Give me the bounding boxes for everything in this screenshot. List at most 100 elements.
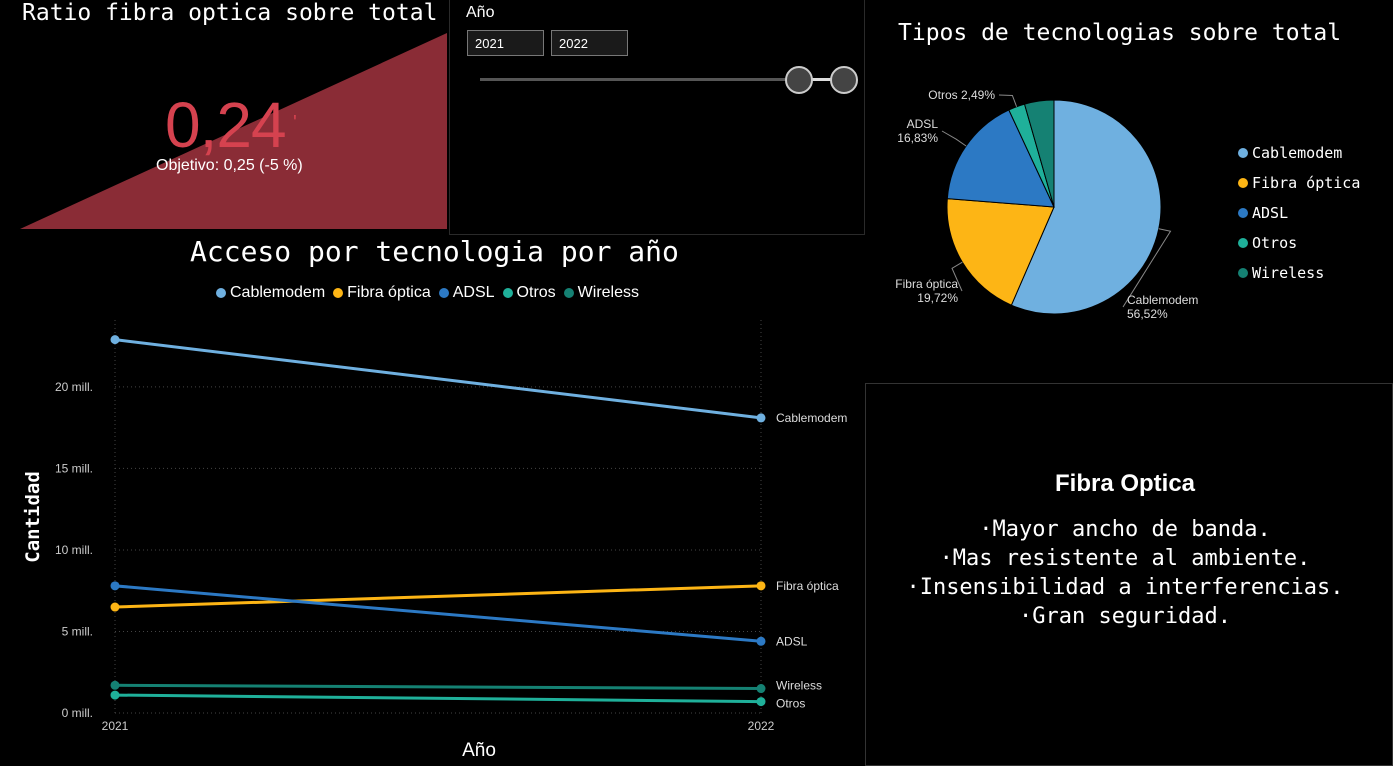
pie-slice-fibra-óptica[interactable] [946,198,1055,306]
series-line-adsl[interactable] [114,584,762,643]
info-line: ·Mas resistente al ambiente. [939,546,1311,571]
legend-item[interactable]: Fibra óptica [333,284,431,302]
info-line: ·Mayor ancho de banda. [979,517,1271,542]
data-point[interactable] [110,680,120,690]
pie-leader-line [998,94,1018,107]
pie-legend-label: Wireless [1252,264,1325,282]
legend-dot-icon [563,288,574,298]
pie-data-label: Fibra óptica 19,72% [895,277,958,305]
pie-legend-item[interactable]: Cablemodem [1238,138,1360,168]
pie-data-label: Cablemodem 56,52% [1127,293,1198,321]
data-point[interactable] [756,697,766,707]
y-tick-label: 20 mill. [55,380,93,394]
pie-leader-line [941,130,967,147]
info-line: ·Insensibilidad a interferencias. [906,575,1344,600]
kpi-triangle [20,33,447,229]
pie-chart-svg: Cablemodem 56,52% Fibra óptica 19,72% ADSL 16… [895,88,1198,321]
info-lines: ·Mayor ancho de banda. ·Mas resistente a… [866,515,1384,631]
x-tick-label: 2022 [748,719,775,733]
legend-dot-icon [1238,148,1248,158]
data-point[interactable] [110,335,120,345]
kpi-target: Objetivo: 0,25 (-5 %) [156,157,303,174]
series-end-label: ADSL [776,634,808,648]
data-point[interactable] [756,684,766,694]
line-chart-title: Acceso por tecnologia por año [190,235,679,268]
year-start-input[interactable]: 2021 [467,30,544,56]
pie-data-label: ADSL 16,83% [897,117,938,145]
y-axis-label: Cantidad [22,471,44,563]
kpi-title: Ratio fibra optica sobre total [22,0,438,26]
kpi-value: 0,24 [165,89,287,161]
series-line-otros[interactable] [114,693,762,704]
legend-dot-icon [333,288,344,298]
pie-chart-legend: Cablemodem Fibra óptica ADSL Otros Wireless [1238,138,1360,288]
pie-slice-adsl[interactable] [946,109,1055,208]
slider-track[interactable] [480,78,800,81]
pie-leader-line [1122,228,1172,308]
year-slicer: Año 2021 2022 [449,0,865,235]
legend-dot-icon [1238,208,1248,218]
legend-label: Wireless [577,284,640,301]
pie-chart-title: Tipos de tecnologias sobre total [898,20,1342,46]
legend-dot-icon [1238,238,1248,248]
info-line: ·Gran seguridad. [1019,604,1231,629]
pie-legend-item[interactable]: Fibra óptica [1238,168,1360,198]
series-line-cablemodem[interactable] [114,338,762,420]
pie-legend-item[interactable]: Otros [1238,228,1360,258]
kpi-triangle-svg [20,33,447,229]
legend-dot-icon [502,288,513,298]
pie-chart-panel: Tipos de tecnologias sobre total Cablemo… [865,0,1393,383]
pie-slice-wireless[interactable] [1023,99,1055,208]
series-end-label: Otros [776,697,805,711]
x-axis-label: Año [462,740,496,761]
data-point[interactable] [756,581,766,591]
pie-data-label: Otros 2,49% [928,88,995,102]
slider-handle-start[interactable] [785,66,813,94]
legend-dot-icon [1238,178,1248,188]
legend-dot-icon [438,288,449,298]
legend-label: ADSL [452,284,495,301]
pie-legend-item[interactable]: Wireless [1238,258,1360,288]
y-tick-label: 5 mill. [62,624,93,638]
y-tick-label: 15 mill. [55,461,93,475]
year-end-input[interactable]: 2022 [551,30,628,56]
legend-dot-icon [1238,268,1248,278]
series-end-label: Fibra óptica [776,579,839,593]
data-point[interactable] [756,636,766,646]
legend-item[interactable]: Cablemodem [216,284,325,302]
data-point[interactable] [756,413,766,423]
pie-legend-label: ADSL [1252,204,1289,222]
series-line-wireless[interactable] [114,683,762,691]
line-chart-legend: Cablemodem Fibra óptica ADSL Otros Wireless [216,284,639,302]
pie-leader-line [951,261,963,292]
data-point[interactable] [110,581,120,591]
line-chart-svg: 0 mill. 5 mill. 10 mill. 15 mill. 20 mill. 20… [22,320,847,761]
fiber-info-box: Fibra Optica ·Mayor ancho de banda. ·Mas… [865,383,1393,766]
legend-label: Cablemodem [230,284,326,301]
legend-item[interactable]: ADSL [438,284,495,302]
line-chart-panel: Acceso por tecnologia por año Cablemodem… [0,235,865,766]
data-point[interactable] [110,690,120,700]
series-line-fibra-óptica[interactable] [114,584,762,609]
slicer-title: Año [466,4,495,21]
pie-legend-label: Otros [1252,234,1298,252]
legend-item[interactable]: Otros [502,284,556,302]
pie-legend-label: Fibra óptica [1252,174,1361,192]
slider-handle-end[interactable] [830,66,858,94]
pie-legend-item[interactable]: ADSL [1238,198,1360,228]
legend-item[interactable]: Wireless [563,284,640,302]
series-end-label: Wireless [776,679,822,693]
x-tick-label: 2021 [102,719,129,733]
kpi-value-overflow: ' [293,112,297,134]
data-point[interactable] [110,602,120,612]
slider-range [797,78,843,81]
y-tick-label: 10 mill. [55,543,93,557]
legend-label: Otros [516,284,556,301]
info-title: Fibra Optica [1054,470,1196,497]
y-tick-label: 0 mill. [62,706,93,720]
series-end-label: Cablemodem [776,411,847,425]
pie-slice-cablemodem[interactable] [1010,99,1162,315]
pie-legend-label: Cablemodem [1252,144,1343,162]
legend-label: Fibra óptica [347,284,431,301]
kpi-card: Ratio fibra optica sobre total 0,24 ' Ob… [0,0,450,235]
